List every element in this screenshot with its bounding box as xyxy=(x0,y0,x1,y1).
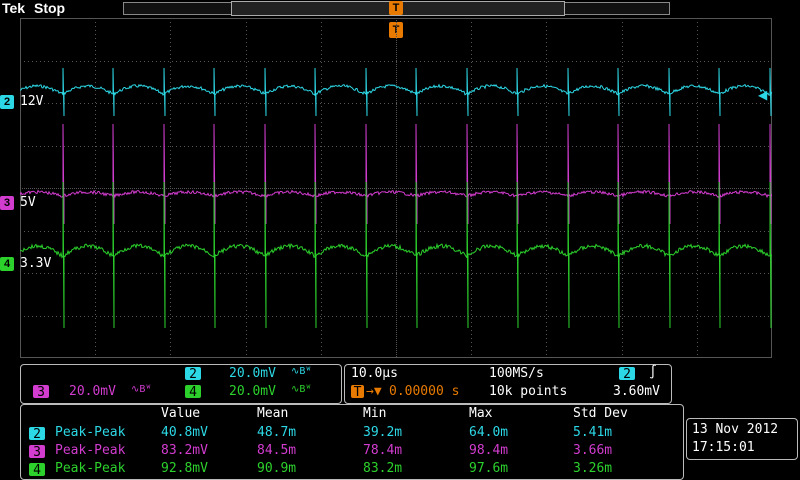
col-header-mean: Mean xyxy=(257,406,289,421)
trigger-slope-icon[interactable]: ∫ xyxy=(649,365,657,380)
ch3-label: 5V xyxy=(20,195,36,210)
meas-row-ch2-min: 39.2m xyxy=(363,425,403,440)
meas-row-ch4-min: 83.2m xyxy=(363,461,403,476)
ch3-scale[interactable]: 20.0mV xyxy=(69,384,116,399)
trigger-position-icon[interactable]: T xyxy=(389,1,403,15)
meas-row-ch2-value: 40.8mV xyxy=(161,425,208,440)
meas-row-ch3-badge: 3 xyxy=(29,445,45,460)
sample-rate-value: 100MS/s xyxy=(489,366,544,381)
meas-row-ch2-name[interactable]: Peak-Peak xyxy=(55,425,126,440)
meas-row-ch2-badge: 2 xyxy=(29,427,45,442)
ch4-ground-marker[interactable]: 4 xyxy=(0,257,14,271)
col-header-max: Max xyxy=(469,406,493,421)
time-label: 17:15:01 xyxy=(692,440,755,455)
col-header-value: Value xyxy=(161,406,201,421)
meas-row-ch4-mean: 90.9m xyxy=(257,461,297,476)
ch4-scale[interactable]: 20.0mV xyxy=(229,384,276,399)
run-state-label[interactable]: Stop xyxy=(34,0,66,16)
datetime-panel: 13 Nov 2012 17:15:01 xyxy=(686,418,798,460)
brand-label: Tek xyxy=(2,0,26,16)
meas-row-ch3-mean: 84.5m xyxy=(257,443,297,458)
meas-row-ch4-badge: 4 xyxy=(29,463,45,478)
trace-ch3 xyxy=(20,123,772,225)
trace-ch2 xyxy=(20,67,772,117)
vertical-settings-panel[interactable]: 2 20.0mV ∿Bᵂ 3 20.0mV ∿Bᵂ 4 20.0mV ∿Bᵂ xyxy=(20,364,342,404)
meas-row-ch2-mean: 48.7m xyxy=(257,425,297,440)
top-status-bar: Tek Stop T xyxy=(0,0,800,18)
timebase-value[interactable]: 10.0µs xyxy=(351,366,398,381)
graticule xyxy=(20,18,772,358)
meas-row-ch2-std: 5.41m xyxy=(573,425,613,440)
trigger-delay-icon: T xyxy=(351,385,364,400)
ch4-label: 3.3V xyxy=(20,256,52,271)
ch2-coupling-icon: ∿Bᵂ xyxy=(291,366,312,377)
measurements-panel[interactable]: Value Mean Min Max Std Dev 2 Peak-Peak 4… xyxy=(20,404,684,480)
ch4-coupling-icon: ∿Bᵂ xyxy=(291,384,312,395)
date-label: 13 Nov 2012 xyxy=(692,422,779,437)
horizontal-trigger-panel[interactable]: 10.0µs 100MS/s 2 ∫ T →▼ 0.00000 s 10k po… xyxy=(344,364,672,404)
meas-row-ch3-min: 78.4m xyxy=(363,443,403,458)
waveform-display[interactable] xyxy=(20,18,772,358)
col-header-std-dev: Std Dev xyxy=(573,406,628,421)
meas-row-ch4-max: 97.6m xyxy=(469,461,509,476)
meas-row-ch3-name[interactable]: Peak-Peak xyxy=(55,443,126,458)
meas-row-ch3-value: 83.2mV xyxy=(161,443,208,458)
record-length-value: 10k points xyxy=(489,384,568,399)
trigger-level-arrow-icon[interactable]: ◀ xyxy=(758,88,768,102)
col-header-min: Min xyxy=(363,406,387,421)
ch2-badge: 2 xyxy=(185,367,201,382)
trigger-delay-value[interactable]: 0.00000 s xyxy=(389,384,460,399)
meas-row-ch4-std: 3.26m xyxy=(573,461,613,476)
trigger-delay-arrow-icon: →▼ xyxy=(366,384,382,399)
ch2-label: 12V xyxy=(20,94,44,109)
ch2-scale[interactable]: 20.0mV xyxy=(229,366,276,381)
ch3-badge: 3 xyxy=(33,385,49,400)
meas-row-ch3-max: 98.4m xyxy=(469,443,509,458)
ch3-coupling-icon: ∿Bᵂ xyxy=(131,384,152,395)
ch3-ground-marker[interactable]: 3 xyxy=(0,196,14,210)
meas-row-ch2-max: 64.0m xyxy=(469,425,509,440)
trigger-level-value[interactable]: 3.60mV xyxy=(613,384,660,399)
meas-row-ch4-value: 92.8mV xyxy=(161,461,208,476)
trace-ch4 xyxy=(20,181,772,329)
ch4-badge: 4 xyxy=(185,385,201,400)
meas-row-ch4-name[interactable]: Peak-Peak xyxy=(55,461,126,476)
trigger-source-badge[interactable]: 2 xyxy=(619,367,635,382)
ch2-ground-marker[interactable]: 2 xyxy=(0,95,14,109)
meas-row-ch3-std: 3.66m xyxy=(573,443,613,458)
